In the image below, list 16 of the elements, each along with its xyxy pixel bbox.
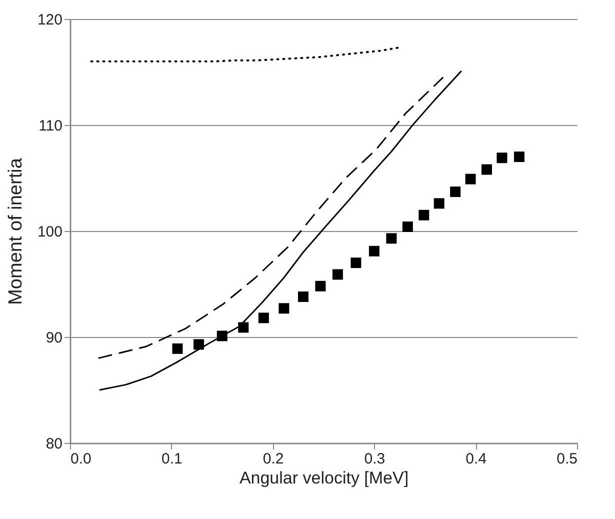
line-series	[98, 70, 462, 391]
x-tick-label: 0.5	[556, 450, 578, 468]
x-tick-label: 0.3	[364, 450, 386, 468]
y-tick-label: 80	[46, 436, 62, 452]
x-tick-label: 0.0	[70, 450, 92, 468]
y-axis-title: Moment of inertia	[5, 158, 26, 305]
y-tick-label: 90	[46, 330, 62, 346]
line-series	[98, 76, 444, 359]
x-tick-label: 0.1	[161, 450, 182, 468]
y-tick-label: 100	[37, 224, 62, 240]
x-axis-title: Angular velocity [MeV]	[239, 468, 409, 488]
x-tick-label: 0.2	[262, 450, 284, 468]
y-tick-label: 120	[37, 12, 62, 28]
y-tick-label: 110	[38, 118, 62, 134]
line-series	[90, 46, 400, 62]
x-tick-label: 0.4	[466, 450, 487, 468]
